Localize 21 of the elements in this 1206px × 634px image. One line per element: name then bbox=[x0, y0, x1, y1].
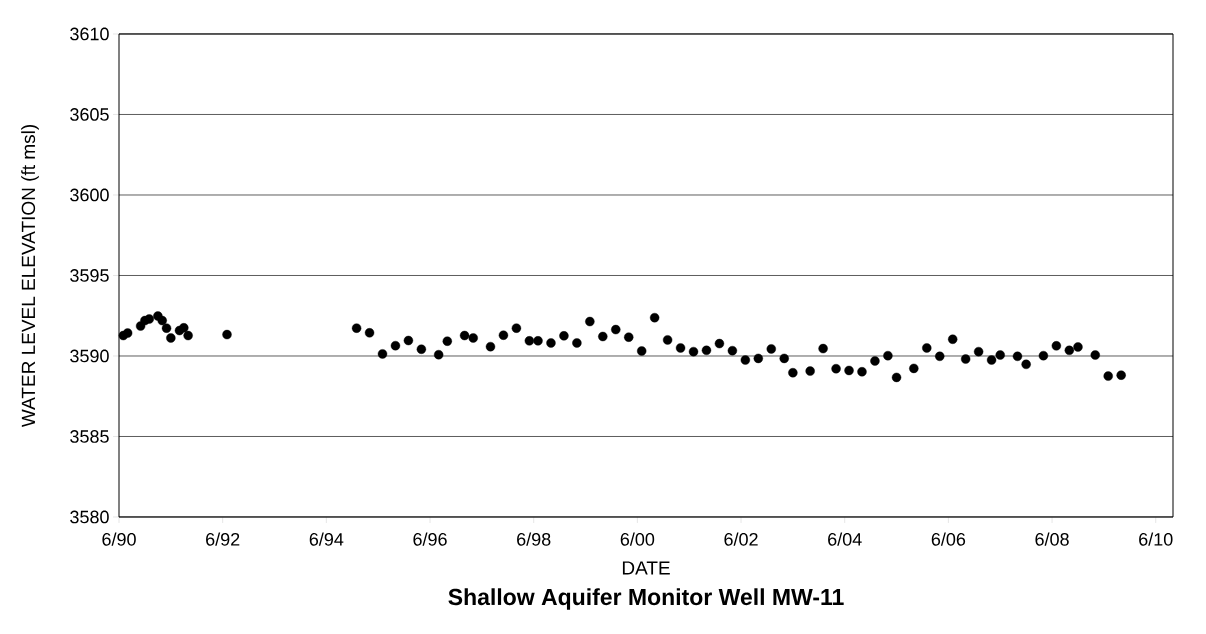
y-tick-label: 3595 bbox=[70, 269, 109, 282]
x-tick-label: 6/02 bbox=[724, 532, 758, 546]
x-tick-label: 6/04 bbox=[828, 532, 862, 546]
y-tick-label: 3580 bbox=[70, 510, 109, 524]
y-axis-title: WATER LEVEL ELEVATION (ft msl) bbox=[21, 124, 39, 428]
x-tick-label: 6/90 bbox=[102, 532, 136, 546]
x-tick-label: 6/94 bbox=[309, 532, 344, 546]
y-tick-label: 3610 bbox=[70, 27, 109, 41]
y-tick-label: 3605 bbox=[70, 108, 109, 121]
x-axis-title: DATE bbox=[622, 561, 670, 575]
x-tick-label: 6/98 bbox=[517, 532, 551, 546]
x-tick-label: 6/10 bbox=[1139, 532, 1173, 546]
x-tick-label: 6/00 bbox=[620, 532, 655, 546]
text: Shallow Aquifer Monitor Well MW-11 bbox=[448, 588, 844, 610]
y-tick-label: 3590 bbox=[70, 349, 109, 363]
x-tick-label: 6/92 bbox=[206, 532, 240, 546]
y-tick-label: 3585 bbox=[70, 430, 109, 443]
x-tick-label: 6/96 bbox=[413, 532, 447, 546]
y-tick-label: 3600 bbox=[70, 188, 109, 202]
x-tick-label: 6/06 bbox=[931, 532, 966, 546]
x-tick-label: 6/08 bbox=[1035, 532, 1069, 546]
